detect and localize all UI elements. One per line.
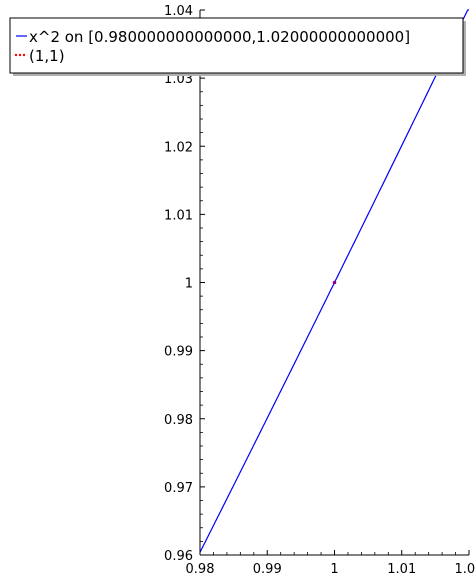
x-tick-label: 1 <box>330 562 338 577</box>
y-tick-label: 1.01 <box>164 208 193 223</box>
x-tick-label: 1.01 <box>387 562 416 577</box>
legend-box <box>9 17 464 74</box>
legend-label: x^2 on [0.980000000000000,1.020000000000… <box>29 28 410 46</box>
y-tick-label: 1.02 <box>164 140 193 155</box>
y-tick-label: 0.97 <box>164 481 193 496</box>
data-point <box>332 280 337 285</box>
legend: x^2 on [0.980000000000000,1.020000000000… <box>9 17 466 76</box>
y-tick-label: 0.99 <box>164 345 193 360</box>
y-tick-label: 0.96 <box>164 549 193 564</box>
x-tick-label: 0.99 <box>253 562 282 577</box>
x-tick-label: 1.02 <box>455 562 476 577</box>
x-tick-label: 0.98 <box>186 562 215 577</box>
y-tick-label: 1 <box>185 277 193 292</box>
legend-point-swatch <box>14 53 18 57</box>
legend-label: (1,1) <box>29 47 65 65</box>
legend-point-swatch <box>22 53 26 57</box>
series-layer <box>199 9 470 553</box>
legend-point-swatch <box>18 53 22 57</box>
y-tick-label: 1.04 <box>164 4 193 19</box>
y-tick-label: 0.98 <box>164 413 193 428</box>
